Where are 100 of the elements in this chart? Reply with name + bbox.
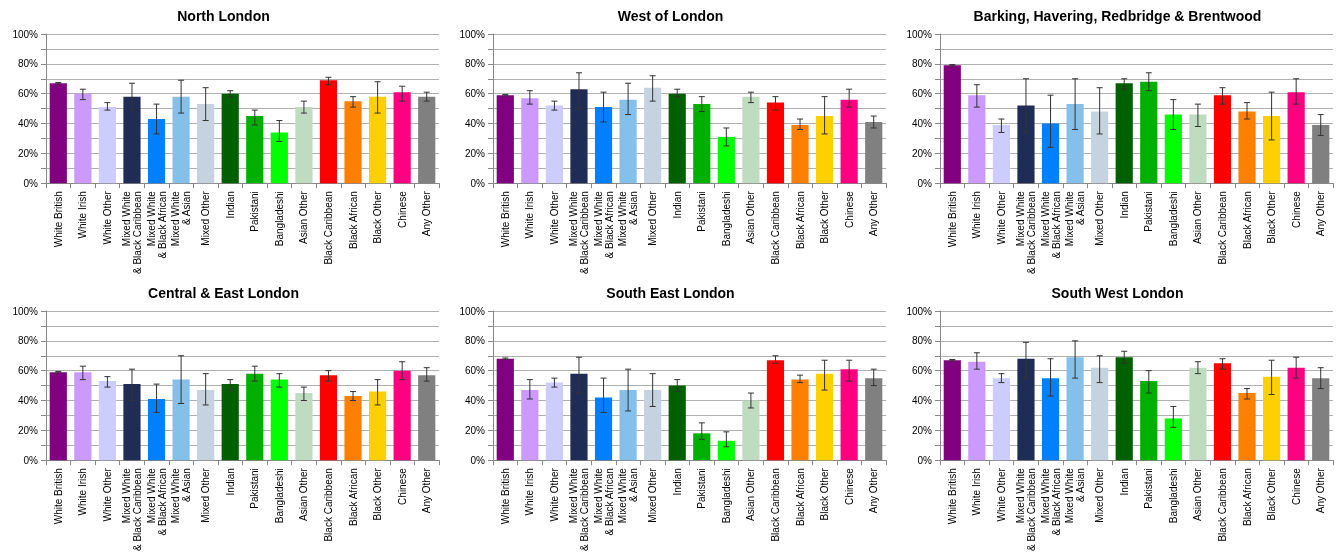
x-tick-label: White Other xyxy=(101,190,113,245)
x-tick-label: White Other xyxy=(548,467,560,522)
x-tick-label: White Other xyxy=(995,467,1007,522)
x-tick-label: Asian Other xyxy=(745,190,757,244)
x-tick-label: Mixed White & Asian xyxy=(1064,467,1087,524)
y-tick-label: 100% xyxy=(906,305,933,317)
x-tick-label: Chinese xyxy=(843,190,855,228)
y-tick-label: 0% xyxy=(23,454,39,466)
x-tick-label: Any Other xyxy=(421,190,433,237)
x-tick-label: Any Other xyxy=(421,467,433,514)
x-tick-label: Mixed White & Asian xyxy=(170,467,193,524)
y-tick-label: 100% xyxy=(459,28,486,40)
x-tick-label: Black Other xyxy=(372,190,384,244)
y-tick-label: 20% xyxy=(464,424,486,436)
x-tick-label: Black Other xyxy=(1266,467,1278,521)
y-tick-label: 0% xyxy=(917,454,933,466)
x-tick-label: Chinese xyxy=(1290,190,1302,228)
chart-title: Central & East London xyxy=(148,285,299,301)
x-tick-label: Black Other xyxy=(819,190,831,244)
x-tick-label: Mixed Other xyxy=(647,467,659,523)
x-tick-label: Pakistani xyxy=(1143,468,1155,509)
x-tick-label: Any Other xyxy=(868,190,880,237)
x-tick-label: Black Caribbean xyxy=(1216,191,1228,265)
x-tick-label: Indian xyxy=(1118,468,1130,496)
y-tick-label: 40% xyxy=(911,395,933,407)
y-tick-label: 60% xyxy=(911,88,933,100)
y-tick-label: 40% xyxy=(17,395,39,407)
y-tick-label: 60% xyxy=(17,88,39,100)
y-tick-label: 60% xyxy=(911,365,933,377)
x-tick-label: Chinese xyxy=(1290,467,1302,505)
x-tick-label: Bangladeshi xyxy=(1167,191,1179,247)
x-tick-label: Mixed White & Black African xyxy=(145,190,168,259)
x-tick-label: Chinese xyxy=(396,467,408,505)
x-tick-label: White Irish xyxy=(524,191,536,239)
chart-title: South East London xyxy=(606,285,735,301)
y-tick-label: 60% xyxy=(17,365,39,377)
x-tick-label: Mixed White & Asian xyxy=(617,467,640,524)
y-tick-label: 80% xyxy=(464,335,486,347)
x-tick-label: White Other xyxy=(101,467,113,522)
y-tick-label: 40% xyxy=(911,118,933,130)
x-tick-label: Mixed White & Black Caribbean xyxy=(1014,190,1037,275)
chart-title: South West London xyxy=(1051,285,1184,301)
y-tick-label: 20% xyxy=(911,147,933,159)
x-tick-label: Black African xyxy=(1241,468,1253,526)
x-tick-label: Black Other xyxy=(372,467,384,521)
x-tick-label: Mixed White & Black African xyxy=(1039,190,1062,259)
x-tick-label: Indian xyxy=(224,191,236,219)
x-tick-label: White Irish xyxy=(971,191,983,239)
x-tick-label: Black African xyxy=(794,468,806,526)
x-tick-label: Mixed White & Black Caribbean xyxy=(567,190,590,275)
x-tick-label: Mixed White & Black African xyxy=(592,190,615,259)
x-tick-label: White Irish xyxy=(971,468,983,516)
x-tick-label: Bangladeshi xyxy=(720,191,732,247)
chart-title: Barking, Havering, Redbridge & Brentwood xyxy=(973,8,1262,24)
y-tick-label: 20% xyxy=(464,147,486,159)
y-tick-label: 0% xyxy=(470,177,486,189)
x-tick-label: White British xyxy=(499,191,511,248)
x-tick-label: Indian xyxy=(1118,191,1130,219)
x-tick-label: White Irish xyxy=(524,468,536,516)
x-tick-label: Indian xyxy=(671,468,683,496)
x-tick-label: Chinese xyxy=(843,467,855,505)
y-tick-label: 0% xyxy=(23,177,39,189)
x-tick-label: Mixed Other xyxy=(200,467,212,523)
x-tick-label: Black Other xyxy=(1266,190,1278,244)
x-tick-label: Asian Other xyxy=(298,467,310,521)
x-tick-label: Mixed White & Black Caribbean xyxy=(567,467,590,552)
y-tick-label: 80% xyxy=(911,58,933,70)
x-tick-label: Pakistani xyxy=(249,191,261,232)
y-tick-label: 100% xyxy=(12,305,39,317)
x-tick-label: Asian Other xyxy=(1192,467,1204,521)
x-tick-label: White British xyxy=(946,468,958,525)
x-tick-label: White British xyxy=(946,191,958,248)
x-tick-label: Any Other xyxy=(1315,467,1327,514)
x-tick-label: Any Other xyxy=(1315,190,1327,237)
y-tick-label: 0% xyxy=(470,454,486,466)
y-tick-label: 80% xyxy=(464,58,486,70)
chart-title: North London xyxy=(177,8,270,24)
y-tick-label: 40% xyxy=(17,118,39,130)
x-tick-label: Pakistani xyxy=(249,468,261,509)
x-tick-label: Chinese xyxy=(396,190,408,228)
x-tick-label: White British xyxy=(499,468,511,525)
x-tick-label: Mixed Other xyxy=(1094,467,1106,523)
y-tick-label: 60% xyxy=(464,88,486,100)
y-tick-label: 100% xyxy=(459,305,486,317)
x-tick-label: Asian Other xyxy=(298,190,310,244)
y-tick-label: 80% xyxy=(911,335,933,347)
x-tick-label: Pakistani xyxy=(696,191,708,232)
y-tick-label: 60% xyxy=(464,365,486,377)
chart-title: West of London xyxy=(617,8,724,24)
x-tick-label: Bangladeshi xyxy=(273,191,285,247)
x-tick-label: Mixed White & Black African xyxy=(1039,467,1062,536)
x-tick-label: Bangladeshi xyxy=(273,468,285,524)
x-tick-label: Mixed White & Black Caribbean xyxy=(1014,467,1037,552)
x-tick-label: Bangladeshi xyxy=(720,468,732,524)
x-tick-label: Mixed White & Black African xyxy=(145,467,168,536)
x-tick-label: Bangladeshi xyxy=(1167,468,1179,524)
x-tick-label: Black Caribbean xyxy=(1216,468,1228,542)
x-tick-label: Any Other xyxy=(868,467,880,514)
x-tick-label: Mixed Other xyxy=(1094,190,1106,246)
x-tick-label: Mixed White & Asian xyxy=(617,190,640,247)
